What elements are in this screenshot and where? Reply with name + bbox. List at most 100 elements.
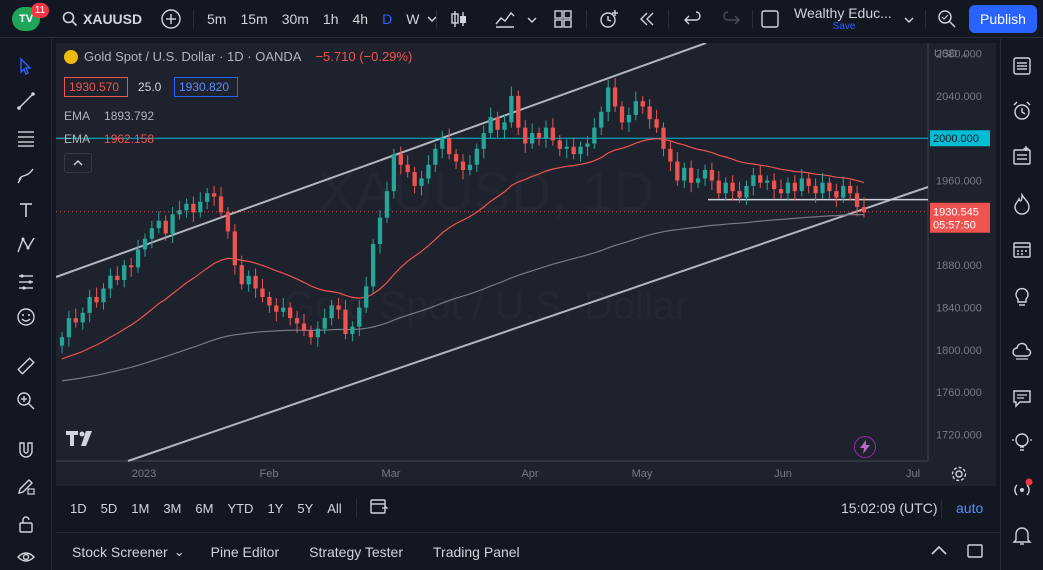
- candle-body: [184, 203, 189, 211]
- interval-4h[interactable]: 4h: [352, 11, 369, 27]
- candle-body: [578, 146, 583, 155]
- buy-price-box[interactable]: 1930.820: [174, 77, 238, 97]
- candle-body: [364, 286, 369, 308]
- ideas-lightbulb-icon[interactable]: [1009, 283, 1035, 309]
- candle-body: [599, 111, 604, 128]
- trend-line-icon[interactable]: [13, 88, 39, 114]
- layout-grid-icon[interactable]: [552, 8, 574, 35]
- redo-icon[interactable]: [720, 8, 742, 35]
- quick-search-icon[interactable]: [936, 8, 958, 35]
- price-tick-label: 1800.000: [936, 345, 982, 357]
- hotlist-flame-icon[interactable]: [1009, 191, 1035, 217]
- candle-body: [453, 154, 459, 162]
- indicators-icon[interactable]: [494, 8, 516, 35]
- timeframe-1d[interactable]: 1D: [70, 500, 87, 516]
- lock-icon[interactable]: [13, 511, 39, 537]
- interval-w[interactable]: W: [406, 11, 420, 27]
- candle-body: [509, 95, 514, 123]
- magnet-icon[interactable]: [13, 437, 39, 463]
- candle-body: [115, 275, 120, 281]
- panel-maximize-icon[interactable]: [966, 543, 984, 564]
- price-tick-label: 1880.000: [936, 260, 982, 272]
- candle-body: [592, 127, 597, 144]
- undo-icon[interactable]: [682, 8, 704, 35]
- timeframe-3m[interactable]: 3M: [163, 500, 182, 516]
- chat-icon[interactable]: [1009, 385, 1035, 411]
- fib-retracement-icon[interactable]: [13, 125, 39, 151]
- interval-d[interactable]: D: [382, 11, 393, 27]
- broadcast-icon[interactable]: [1009, 476, 1035, 502]
- interval-15m[interactable]: 15m: [240, 11, 268, 27]
- widget-toolbar: [1000, 39, 1043, 570]
- candle-body: [695, 178, 701, 183]
- candle-body: [460, 161, 466, 170]
- price-tick-label: 1720.000: [936, 430, 982, 442]
- panel-tab-pine-editor[interactable]: Pine Editor: [210, 543, 280, 560]
- candle-body: [813, 185, 818, 194]
- timeframe-1y[interactable]: 1Y: [267, 500, 284, 516]
- timeframe-5d[interactable]: 5D: [100, 500, 118, 516]
- alarm-clock-icon[interactable]: [1009, 98, 1035, 124]
- candle-body: [87, 296, 92, 313]
- timeframe-all[interactable]: All: [327, 500, 342, 516]
- panel-tab-trading-panel[interactable]: Trading Panel: [433, 543, 520, 560]
- eye-icon[interactable]: [13, 544, 39, 570]
- symbol-search[interactable]: XAUUSD: [62, 0, 142, 38]
- prediction-icon[interactable]: [13, 269, 39, 295]
- candle-body: [142, 238, 148, 250]
- sell-price-box[interactable]: 1930.570: [64, 77, 128, 97]
- price-chart[interactable]: 2080.000 2040.000 2000.000 1960.000 1880.000…: [55, 42, 996, 486]
- cursor-icon[interactable]: [13, 53, 39, 79]
- candle-body: [122, 265, 127, 281]
- interval-30m[interactable]: 30m: [281, 11, 309, 27]
- timeframe-ytd[interactable]: YTD: [227, 500, 254, 516]
- lightning-icon[interactable]: [854, 436, 876, 458]
- candle-body: [191, 203, 196, 213]
- currency-label[interactable]: USD ⌄: [934, 48, 970, 60]
- watchlist-icon[interactable]: [1009, 53, 1035, 79]
- collapse-legend-button[interactable]: [64, 153, 92, 173]
- candle-body: [640, 101, 645, 107]
- interval-5m[interactable]: 5m: [207, 11, 227, 27]
- candle-body: [730, 182, 735, 192]
- timeframe-1m[interactable]: 1M: [131, 500, 150, 516]
- settings-gear-icon[interactable]: [951, 466, 967, 487]
- data-window-icon[interactable]: [1009, 143, 1035, 169]
- candles-icon[interactable]: [448, 8, 470, 35]
- text-icon[interactable]: [13, 197, 39, 223]
- notification-badge: 11: [31, 3, 49, 18]
- layout-chevron-down-icon[interactable]: [903, 13, 915, 31]
- pattern-icon[interactable]: [13, 232, 39, 258]
- notifications-bell-icon[interactable]: [1009, 522, 1035, 548]
- ruler-icon[interactable]: [13, 353, 39, 379]
- fullscreen-square-icon[interactable]: [760, 9, 780, 34]
- clock-text[interactable]: 15:02:09 (UTC): [841, 500, 938, 516]
- pencil-lock-icon[interactable]: [13, 473, 39, 499]
- timeframe-6m[interactable]: 6M: [195, 500, 214, 516]
- calendar-icon[interactable]: [1009, 236, 1035, 262]
- compare-add-icon[interactable]: [160, 8, 182, 35]
- price-tick-label: 2040.000: [936, 91, 982, 103]
- timeframe-5y[interactable]: 5Y: [297, 500, 314, 516]
- replay-icon[interactable]: [636, 8, 658, 35]
- date-range-icon[interactable]: [369, 497, 389, 520]
- panel-tab-stock-screener[interactable]: Stock Screener: [72, 543, 168, 560]
- streams-cloud-icon[interactable]: [1009, 338, 1035, 364]
- publish-button[interactable]: Publish: [969, 5, 1037, 33]
- auto-scale-toggle[interactable]: auto: [956, 500, 984, 516]
- panel-expand-icon[interactable]: [930, 543, 948, 564]
- screener-chevron-down-icon[interactable]: ⌄: [173, 543, 185, 559]
- top-toolbar: TV 11 XAUUSD 5m 15m 30m 1h 4h D W Wealthy Educ…: [0, 0, 1043, 38]
- panel-tab-strategy-tester[interactable]: Strategy Tester: [309, 543, 404, 560]
- smiley-icon[interactable]: [13, 304, 39, 330]
- chart-pane[interactable]: 2080.000 2040.000 2000.000 1960.000 1880.000…: [55, 42, 996, 487]
- brush-icon[interactable]: [13, 162, 39, 188]
- interval-chevron-down-icon[interactable]: [426, 13, 438, 25]
- interval-1h[interactable]: 1h: [322, 11, 339, 27]
- zoom-in-icon[interactable]: [13, 388, 39, 414]
- legend-title-text: Gold Spot / U.S. Dollar · 1D · OANDA: [84, 49, 302, 64]
- alert-clock-icon[interactable]: [598, 8, 620, 35]
- layout-name-button[interactable]: Wealthy Educ... Save: [794, 5, 904, 35]
- chevron-down-icon[interactable]: [526, 13, 538, 31]
- idea-bulb-icon[interactable]: [1009, 429, 1035, 455]
